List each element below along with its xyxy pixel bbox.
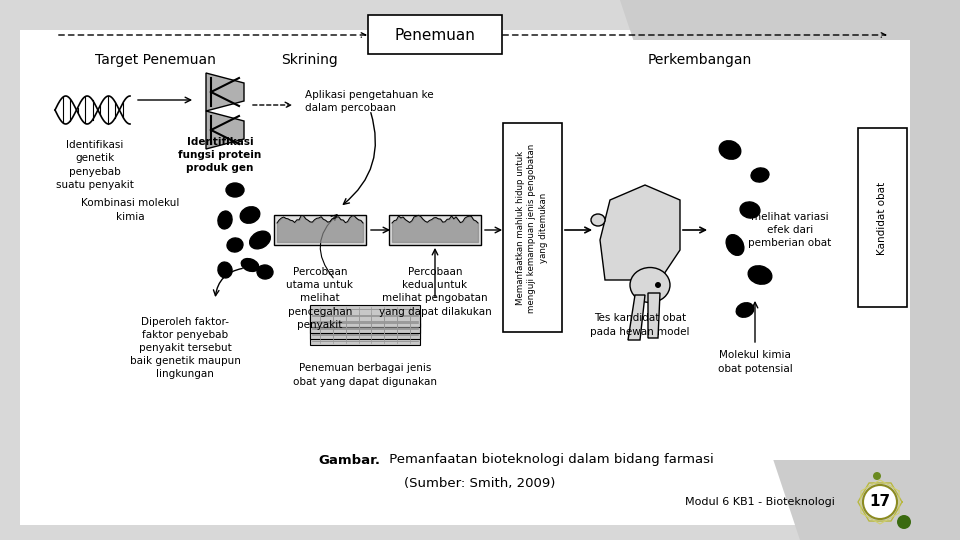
Polygon shape (600, 185, 680, 280)
FancyBboxPatch shape (310, 317, 420, 339)
Circle shape (873, 472, 881, 480)
Ellipse shape (227, 238, 243, 252)
Text: 17: 17 (870, 495, 891, 510)
Text: Penemuan berbagai jenis
obat yang dapat digunakan: Penemuan berbagai jenis obat yang dapat … (293, 363, 437, 387)
Circle shape (897, 515, 911, 529)
Text: Kandidat obat: Kandidat obat (877, 181, 887, 254)
Circle shape (863, 485, 897, 519)
Ellipse shape (250, 231, 271, 249)
Ellipse shape (736, 303, 754, 318)
Text: Pemanfaatan bioteknologi dalam bidang farmasi: Pemanfaatan bioteknologi dalam bidang fa… (385, 454, 713, 467)
Text: Memanfaatkan mahluk hidup untuk
menguji kemampuan jenis pengobatan
yang ditemuka: Memanfaatkan mahluk hidup untuk menguji … (516, 144, 547, 313)
Polygon shape (648, 293, 660, 338)
Ellipse shape (591, 214, 605, 226)
Ellipse shape (740, 202, 760, 218)
Text: Identifikasi
genetik
penyebab
suatu penyakit: Identifikasi genetik penyebab suatu peny… (56, 140, 134, 190)
Polygon shape (206, 111, 244, 149)
Circle shape (655, 282, 661, 288)
Ellipse shape (240, 207, 260, 223)
Text: Identifikasi
fungsi protein
produk gen: Identifikasi fungsi protein produk gen (179, 137, 262, 173)
FancyBboxPatch shape (310, 323, 420, 345)
Text: Percobaan
kedua untuk
melihat pengobatan
yang dapat dilakukan: Percobaan kedua untuk melihat pengobatan… (378, 267, 492, 316)
Polygon shape (206, 73, 244, 111)
Text: Penemuan: Penemuan (395, 28, 475, 43)
Ellipse shape (218, 262, 232, 278)
Text: Kombinasi molekul
kimia: Kombinasi molekul kimia (81, 198, 180, 221)
Polygon shape (620, 0, 960, 540)
Ellipse shape (751, 168, 769, 182)
Text: Target Penemuan: Target Penemuan (95, 53, 215, 67)
FancyBboxPatch shape (503, 123, 562, 332)
Text: (Sumber: Smith, 2009): (Sumber: Smith, 2009) (404, 477, 556, 490)
Ellipse shape (719, 141, 741, 159)
Text: Skrining: Skrining (281, 53, 338, 67)
FancyBboxPatch shape (389, 215, 481, 245)
Polygon shape (20, 30, 920, 525)
FancyBboxPatch shape (310, 311, 420, 333)
FancyBboxPatch shape (274, 215, 366, 245)
Text: Percobaan
utama untuk
melihat
pencegahan
penyakit: Percobaan utama untuk melihat pencegahan… (286, 267, 353, 330)
Ellipse shape (218, 211, 232, 229)
Text: Tes kandidat obat
pada hewan model: Tes kandidat obat pada hewan model (590, 313, 689, 336)
FancyBboxPatch shape (310, 305, 420, 327)
Ellipse shape (726, 235, 744, 255)
Polygon shape (20, 40, 910, 460)
Text: melihat variasi
efek dari
pemberian obat: melihat variasi efek dari pemberian obat (749, 212, 831, 248)
Text: Modul 6 KB1 - Bioteknologi: Modul 6 KB1 - Bioteknologi (685, 497, 835, 507)
Text: Molekul kimia
obat potensial: Molekul kimia obat potensial (718, 350, 792, 374)
Ellipse shape (241, 259, 258, 272)
Ellipse shape (257, 265, 273, 279)
Text: Diperoleh faktor-
faktor penyebab
penyakit tersebut
baik genetik maupun
lingkung: Diperoleh faktor- faktor penyebab penyak… (130, 316, 240, 380)
FancyBboxPatch shape (368, 15, 502, 54)
Text: Gambar.: Gambar. (318, 454, 380, 467)
Ellipse shape (226, 183, 244, 197)
Polygon shape (628, 295, 645, 340)
Ellipse shape (630, 267, 670, 302)
FancyBboxPatch shape (858, 128, 907, 307)
Text: dalam percobaan: dalam percobaan (305, 103, 396, 113)
Text: Aplikasi pengetahuan ke: Aplikasi pengetahuan ke (305, 90, 434, 100)
Text: Perkembangan: Perkembangan (648, 53, 752, 67)
Ellipse shape (748, 266, 772, 284)
